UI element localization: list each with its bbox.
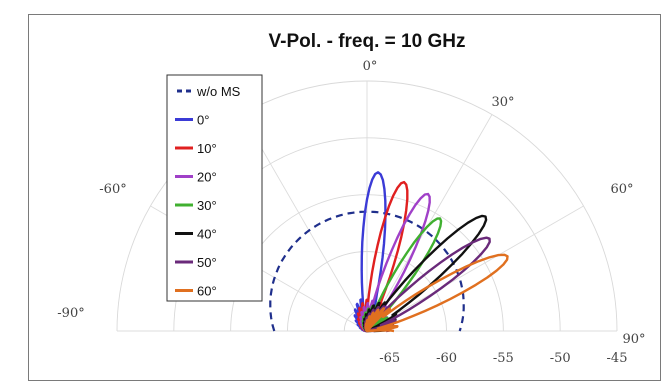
- angle-tick-label: 30°: [491, 95, 514, 110]
- series-line: [364, 253, 509, 333]
- legend-label: 40°: [197, 227, 217, 242]
- grid-spoke: [366, 205, 584, 332]
- chart-title: V-Pol. - freq. = 10 GHz: [269, 31, 466, 52]
- angle-tick-label: 60°: [610, 182, 633, 197]
- legend-label: 30°: [197, 198, 217, 213]
- radial-tick-label: -60: [436, 351, 457, 366]
- radial-tick-label: -50: [550, 351, 571, 366]
- legend-label: 10°: [197, 141, 217, 156]
- grid-spoke: [366, 114, 493, 332]
- grid-spoke: [241, 114, 368, 332]
- radial-tick-label: -55: [493, 351, 514, 366]
- angle-tick-label: -90°: [57, 306, 84, 321]
- radial-tick-label: -45: [607, 351, 628, 366]
- legend-label: 20°: [197, 170, 217, 185]
- angle-tick-label: -60°: [99, 182, 126, 197]
- legend-label: 60°: [197, 284, 217, 299]
- legend-label: w/o MS: [196, 84, 241, 99]
- legend-label: 50°: [197, 255, 217, 270]
- legend: w/o MS 0° 10° 20° 30° 40° 50° 60°: [166, 74, 263, 302]
- legend-label: 0°: [197, 113, 209, 128]
- pattern-curves: [269, 171, 509, 333]
- angle-tick-label: 90°: [622, 332, 645, 347]
- series-line: [269, 210, 465, 332]
- angle-tick-label: 0°: [363, 59, 378, 74]
- radial-tick-label: -65: [379, 351, 400, 366]
- polar-tick-labels: 0° 30° 60° 90° -60° -90° -65 -60 -55 -50 -45: [57, 59, 645, 366]
